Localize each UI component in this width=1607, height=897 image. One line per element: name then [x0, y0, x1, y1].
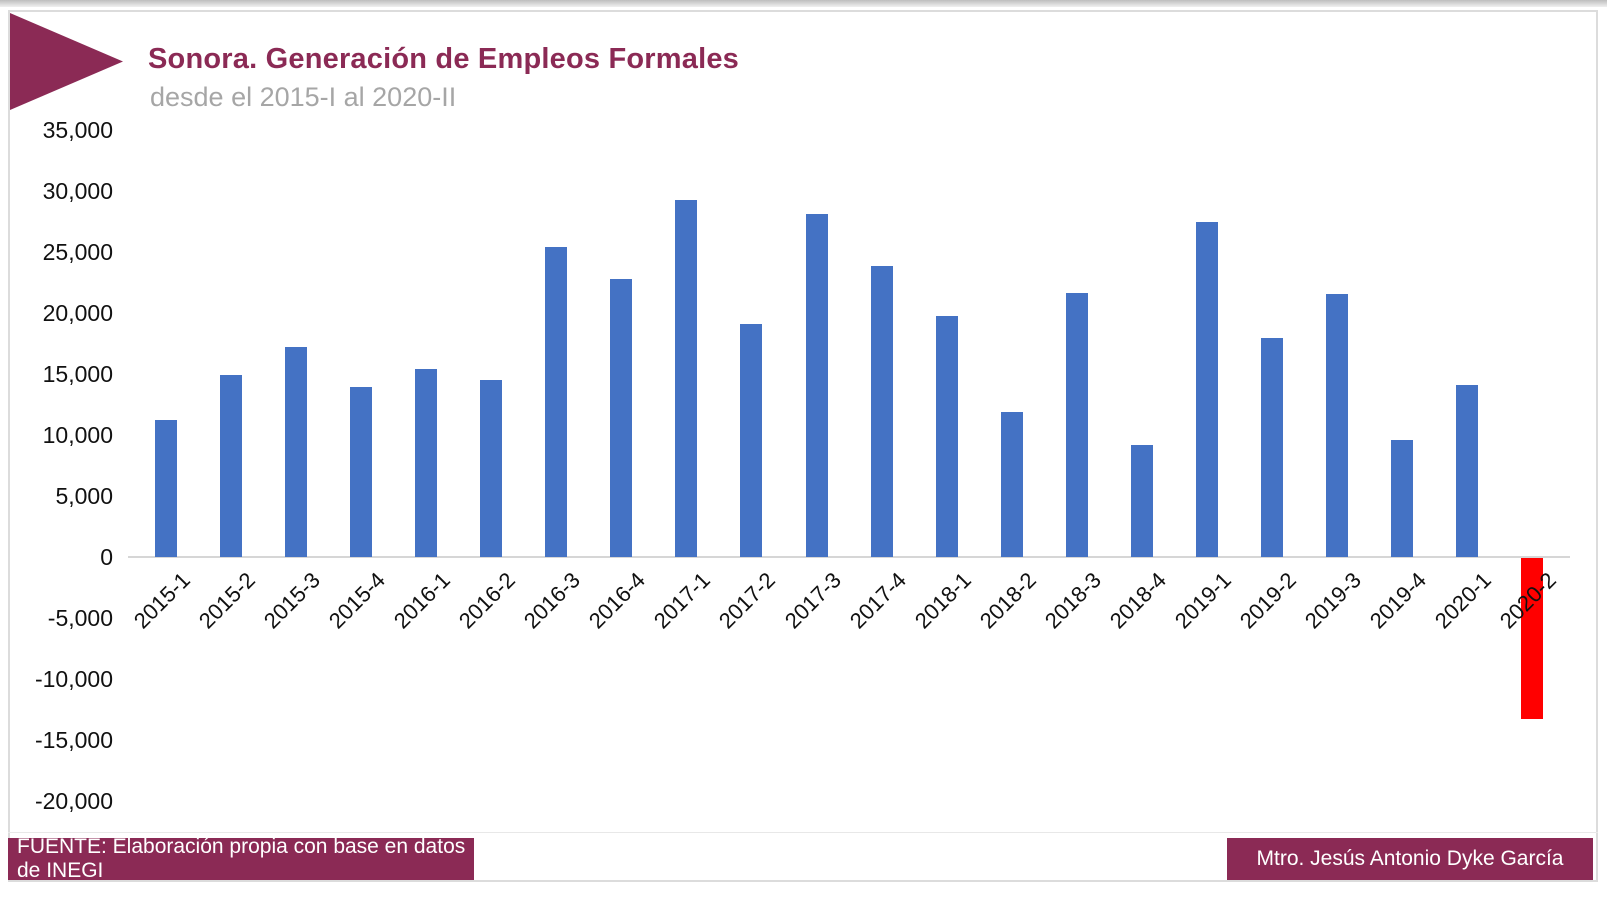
- bar-2019-3: [1325, 294, 1348, 557]
- chart-subtitle: desde el 2015-I al 2020-II: [150, 82, 457, 112]
- y-axis-tick-label: 35,000: [42, 116, 113, 143]
- bar-2019-1: [1195, 222, 1218, 557]
- bar-2015-4: [350, 387, 373, 557]
- bar-2017-1: [675, 200, 698, 557]
- y-axis-tick-label: 20,000: [42, 299, 113, 326]
- bar-2016-3: [545, 246, 568, 557]
- bar-2017-4: [870, 266, 893, 557]
- y-axis-tick-label: 5,000: [55, 482, 113, 509]
- y-axis-tick-label: -20,000: [34, 788, 113, 815]
- bar-2015-1: [155, 420, 177, 557]
- y-axis-tick-label: 30,000: [42, 177, 113, 204]
- source-banner: FUENTE: Elaboración propia con base en d…: [8, 835, 474, 882]
- bar-2018-2: [1000, 411, 1023, 557]
- author-text: Mtro. Jesús Antonio Dyke García: [1256, 847, 1564, 870]
- bar-2018-4: [1130, 444, 1153, 557]
- y-axis-tick-label: -15,000: [34, 727, 113, 754]
- y-axis-tick-label: -10,000: [34, 666, 113, 693]
- bar-2018-1: [935, 316, 958, 557]
- y-axis-tick-label: 10,000: [42, 421, 113, 448]
- bar-2017-2: [740, 323, 763, 557]
- y-axis-tick-label: 25,000: [42, 238, 113, 265]
- y-axis-tick-label: -5,000: [47, 605, 113, 632]
- plot-bottom-border: [8, 832, 1598, 833]
- bar-2015-3: [285, 346, 308, 557]
- bar-2019-4: [1390, 439, 1413, 557]
- window-top-shadow: [0, 0, 1607, 7]
- bar-2018-3: [1065, 293, 1088, 557]
- bar-2019-2: [1260, 338, 1283, 557]
- bar-2020-1: [1456, 384, 1478, 557]
- author-banner: Mtro. Jesús Antonio Dyke García: [1227, 838, 1593, 880]
- bar-2016-4: [610, 278, 633, 557]
- y-axis-tick-label: 0: [100, 544, 113, 570]
- x-axis-line: [128, 556, 1570, 558]
- chart-title: Sonora. Generación de Empleos Formales: [148, 43, 739, 75]
- bar-2020-2: [1521, 558, 1544, 720]
- source-text: FUENTE: Elaboración propia con base en d…: [17, 835, 466, 882]
- bar-2016-1: [415, 368, 438, 557]
- bar-2015-2: [220, 375, 243, 557]
- y-axis-tick-label: 15,000: [42, 360, 113, 387]
- bar-2016-2: [480, 379, 503, 557]
- bar-2017-3: [805, 213, 828, 557]
